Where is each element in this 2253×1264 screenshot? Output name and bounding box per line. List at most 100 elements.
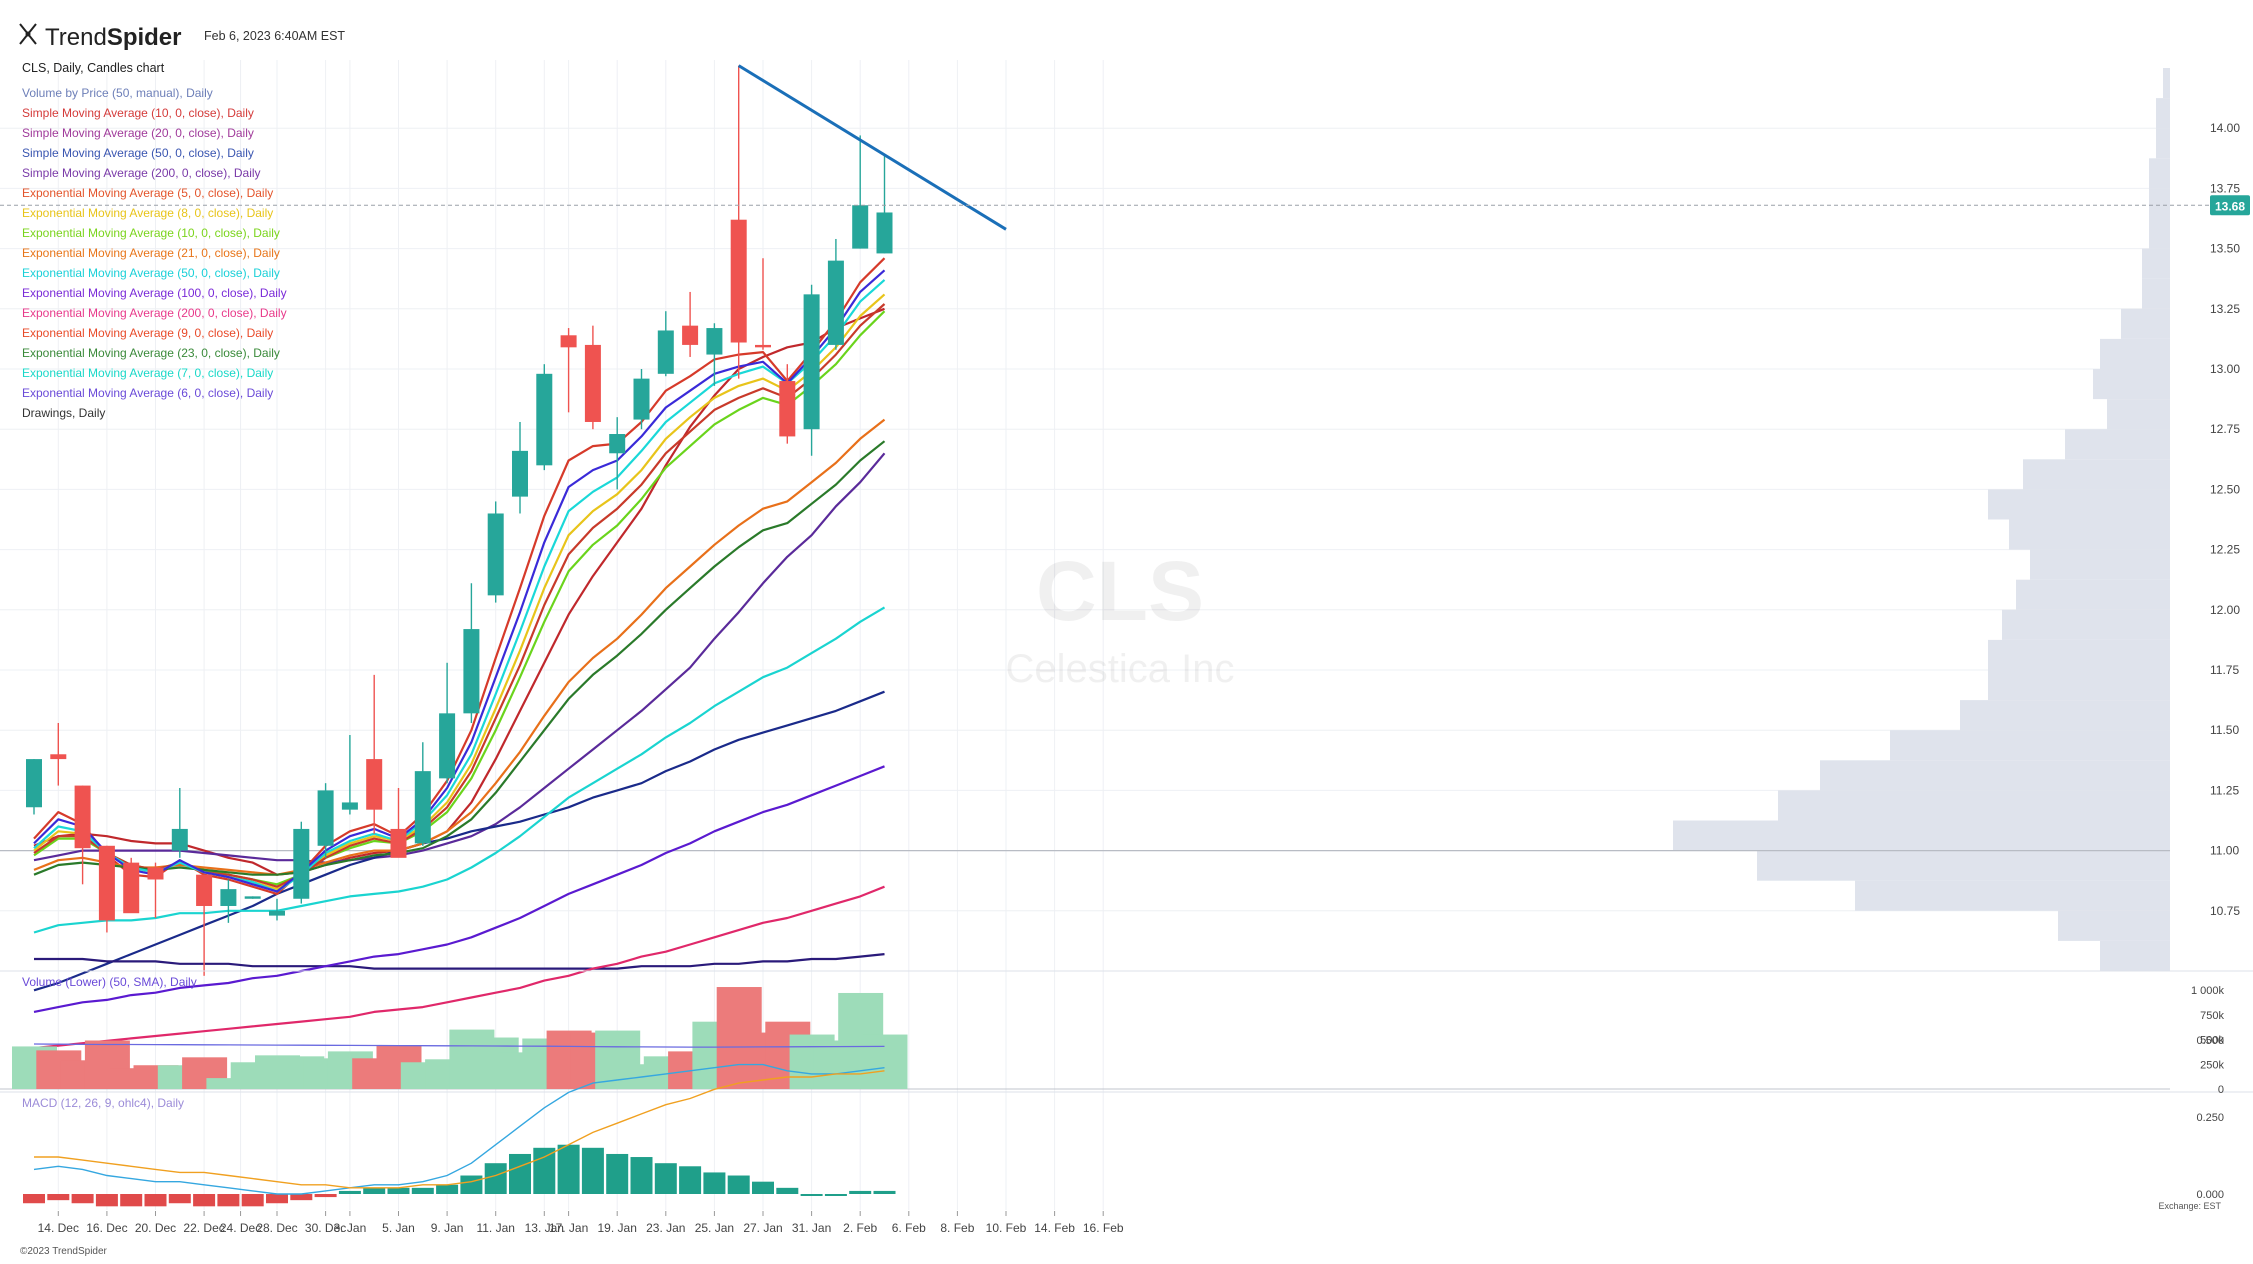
macd-pane: 0.000 0.250 0.500 bbox=[23, 1035, 2224, 1207]
candle-body bbox=[876, 212, 893, 254]
macd-histogram-bar bbox=[314, 1194, 337, 1198]
price-tick-label: 10.75 bbox=[2210, 904, 2240, 918]
candle-body bbox=[26, 759, 42, 808]
candle-body bbox=[196, 874, 213, 906]
price-tick-label: 13.75 bbox=[2210, 181, 2240, 195]
volume-by-price-bar bbox=[2030, 549, 2170, 580]
candle-body bbox=[512, 450, 528, 497]
trendline-drawing[interactable] bbox=[737, 64, 1007, 231]
time-tick-label: 3. Jan bbox=[334, 1221, 367, 1235]
candlesticks bbox=[26, 65, 893, 976]
macd-tick-label: 0.500 bbox=[2196, 1035, 2224, 1047]
volume-by-price-bar bbox=[1757, 850, 2170, 881]
volume-by-price-bar bbox=[2156, 98, 2170, 129]
macd-histogram-bar bbox=[47, 1194, 70, 1201]
header: TrendSpider Feb 6, 2023 6:40AM EST CLS, … bbox=[19, 23, 345, 75]
volume-by-price-bar bbox=[2163, 68, 2170, 99]
watermark-ticker: CLS bbox=[1036, 544, 1204, 638]
volume-by-price-bar bbox=[1855, 880, 2170, 911]
candle-body bbox=[779, 381, 796, 437]
time-tick-label: 6. Feb bbox=[892, 1221, 926, 1235]
volume-by-price-bar bbox=[1988, 489, 2170, 520]
candle-body bbox=[74, 785, 91, 849]
macd-histogram-bar bbox=[824, 1194, 847, 1196]
candle-body bbox=[706, 328, 723, 355]
price-tick-label: 11.75 bbox=[2210, 663, 2239, 677]
macd-line bbox=[33, 1063, 885, 1195]
volume-by-price-bar bbox=[2016, 579, 2170, 610]
macd-histogram-bar bbox=[776, 1187, 799, 1194]
series-line bbox=[34, 953, 885, 970]
time-tick-label: 5. Jan bbox=[382, 1221, 415, 1235]
time-tick-label: 8. Feb bbox=[940, 1221, 974, 1235]
time-tick-label: 25. Jan bbox=[695, 1221, 734, 1235]
macd-histogram-bar bbox=[752, 1181, 774, 1194]
volume-by-price-bar bbox=[2142, 248, 2170, 279]
macd-histogram-bar bbox=[581, 1147, 604, 1194]
macd-histogram-bar bbox=[387, 1187, 410, 1194]
brand-name-suffix: Spider bbox=[107, 24, 182, 51]
time-tick-label: 16. Dec bbox=[86, 1221, 127, 1235]
legend-entry: Volume by Price (50, manual), Daily bbox=[22, 86, 213, 100]
candle-body bbox=[50, 754, 67, 760]
macd-histogram-bar bbox=[266, 1194, 288, 1204]
legend-entry: Simple Moving Average (50, 0, close), Da… bbox=[22, 146, 254, 160]
price-tick-label: 11.25 bbox=[2210, 783, 2239, 797]
candle-body bbox=[633, 378, 650, 420]
volume-by-price-bar bbox=[2149, 158, 2170, 189]
volume-by-price-bar bbox=[2107, 399, 2170, 430]
time-tick-label: 2. Feb bbox=[843, 1221, 877, 1235]
price-tick-label: 12.50 bbox=[2210, 482, 2240, 496]
macd-histogram-bar bbox=[800, 1194, 823, 1196]
legend-entry: Simple Moving Average (10, 0, close), Da… bbox=[22, 106, 254, 120]
macd-histogram-bar bbox=[241, 1194, 264, 1207]
candle-body bbox=[171, 828, 188, 851]
legend-entry: Drawings, Daily bbox=[22, 406, 105, 420]
price-tick-label: 11.50 bbox=[2210, 723, 2239, 737]
candle-body bbox=[244, 896, 261, 899]
copyright: ©2023 TrendSpider bbox=[20, 1246, 108, 1257]
series-line bbox=[33, 885, 885, 1050]
volume-tick-label: 1 000k bbox=[2191, 985, 2225, 997]
time-tick-label: 9. Jan bbox=[431, 1221, 464, 1235]
legend-entry: Exponential Moving Average (10, 0, close… bbox=[22, 226, 280, 240]
time-tick-label: 27. Jan bbox=[743, 1221, 782, 1235]
last-price-tag bbox=[2210, 195, 2250, 216]
price-axis[interactable]: 10.75 11.00 11.25 11.50 11.75 12.00 12.25 12.50… bbox=[2210, 121, 2240, 918]
volume-by-price-bar bbox=[2149, 188, 2170, 219]
candle-body bbox=[439, 713, 456, 779]
time-tick-label: 24. Dec bbox=[220, 1221, 261, 1235]
time-tick-label: 11. Jan bbox=[476, 1221, 514, 1235]
time-tick-label: 14. Feb bbox=[1034, 1221, 1075, 1235]
macd-histogram-bar bbox=[654, 1163, 677, 1194]
legend-entry: Simple Moving Average (20, 0, close), Da… bbox=[22, 126, 254, 140]
time-tick-label: 14. Dec bbox=[38, 1221, 79, 1235]
macd-histogram-bar bbox=[411, 1187, 434, 1194]
last-price-marker: 13.68 bbox=[0, 195, 2250, 216]
volume-by-price-bar bbox=[2100, 940, 2170, 971]
macd-histogram-bar bbox=[338, 1190, 361, 1194]
price-tick-label: 13.00 bbox=[2210, 362, 2240, 376]
volume-tick-label: 500k bbox=[2200, 1035, 2224, 1047]
time-tick-label: 31. Jan bbox=[792, 1221, 831, 1235]
time-tick-label: 23. Jan bbox=[646, 1221, 685, 1235]
candle-body bbox=[852, 205, 869, 249]
macd-histogram-bar bbox=[849, 1190, 872, 1194]
volume-by-price-profile bbox=[1673, 68, 2170, 971]
macd-histogram-bar bbox=[703, 1172, 726, 1194]
candle-body bbox=[803, 294, 820, 430]
volume-by-price-bar bbox=[2149, 218, 2170, 249]
macd-histogram-bar bbox=[557, 1144, 580, 1194]
price-tick-label: 13.25 bbox=[2210, 302, 2240, 316]
candle-body bbox=[560, 335, 577, 348]
candle-body bbox=[220, 889, 237, 906]
volume-tick-label: 0 bbox=[2218, 1084, 2224, 1096]
legend-entry: Exponential Moving Average (200, 0, clos… bbox=[22, 306, 287, 320]
time-tick-label: 20. Dec bbox=[135, 1221, 176, 1235]
timestamp: Feb 6, 2023 6:40AM EST bbox=[204, 29, 345, 43]
time-tick-label: 13. Jan bbox=[525, 1221, 564, 1235]
time-tick-label: 16. Feb bbox=[1083, 1221, 1124, 1235]
brand-name-prefix: Trend bbox=[45, 24, 107, 51]
